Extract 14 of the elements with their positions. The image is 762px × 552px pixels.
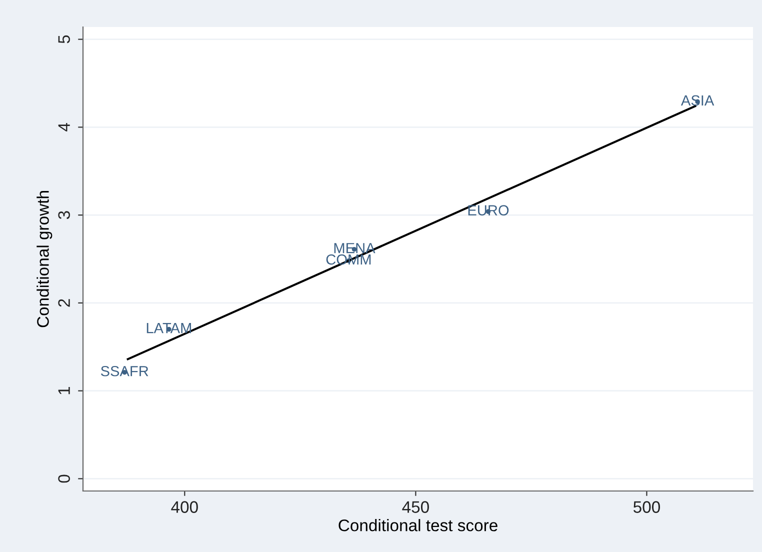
y-tick-label: 0 [58, 474, 70, 483]
data-label: LATAM [146, 323, 191, 334]
data-label: MENA [334, 243, 376, 254]
x-tick-label: 450 [402, 501, 429, 513]
x-axis-title: Conditional test score [338, 519, 498, 532]
x-tick-label: 500 [633, 501, 660, 513]
x-tick-label: 400 [171, 501, 198, 513]
y-tick-label: 2 [58, 299, 70, 307]
y-tick-label: 1 [58, 386, 70, 394]
y-tick-label: 5 [58, 35, 70, 44]
y-axis-title: Conditional growth [36, 191, 52, 328]
data-label: SSAFR [100, 366, 148, 376]
y-tick-label: 3 [58, 211, 70, 220]
y-tick-label: 4 [58, 123, 70, 132]
